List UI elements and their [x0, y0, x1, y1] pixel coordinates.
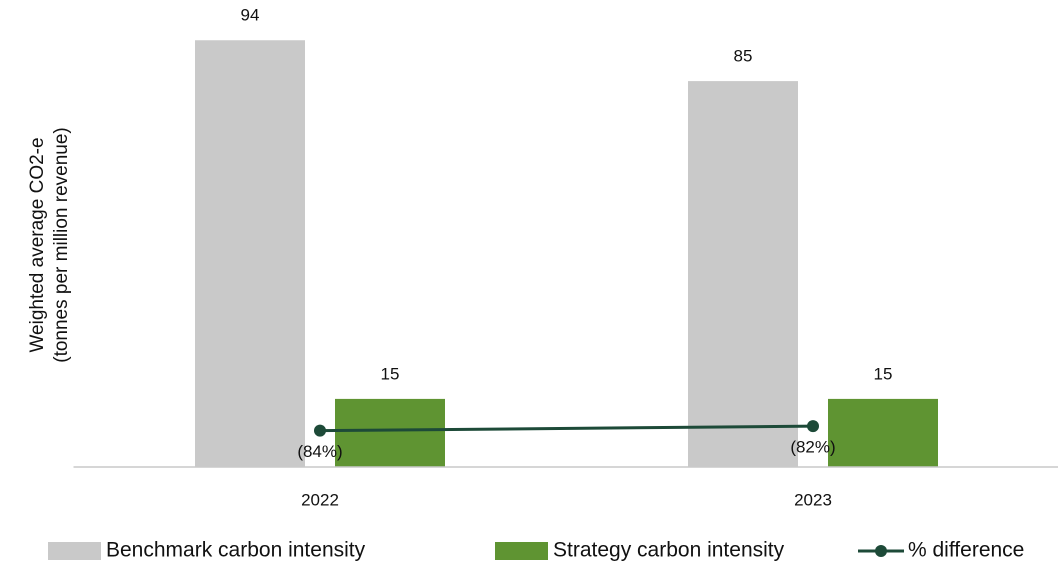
legend-label: Strategy carbon intensity [553, 539, 785, 562]
data-label: 94 [241, 6, 260, 25]
bar [195, 40, 305, 468]
bar [335, 398, 445, 467]
legend-label: % difference [908, 539, 1024, 562]
legend-swatch [48, 542, 101, 560]
x-tick-label: 2023 [794, 490, 832, 509]
y-axis-title-line: Weighted average CO2-e [27, 137, 48, 352]
data-label: 85 [734, 47, 753, 66]
line-point [314, 424, 326, 437]
line [319, 424, 814, 433]
data-label: (82%) [790, 438, 835, 457]
bar [828, 398, 938, 467]
x-tick-label: 2022 [301, 490, 339, 509]
legend-label: Benchmark carbon intensity [106, 539, 366, 562]
y-axis-title: Weighted average CO2-e (tonnes per milli… [27, 127, 72, 363]
bar [688, 81, 798, 467]
y-axis-title-line: (tonnes per million revenue) [51, 127, 72, 363]
data-label: 15 [381, 364, 400, 383]
legend-swatch-marker [875, 545, 887, 557]
line-point [807, 420, 819, 433]
legend-swatch [495, 542, 548, 560]
data-label: 15 [874, 364, 893, 383]
data-label: (84%) [297, 442, 342, 461]
